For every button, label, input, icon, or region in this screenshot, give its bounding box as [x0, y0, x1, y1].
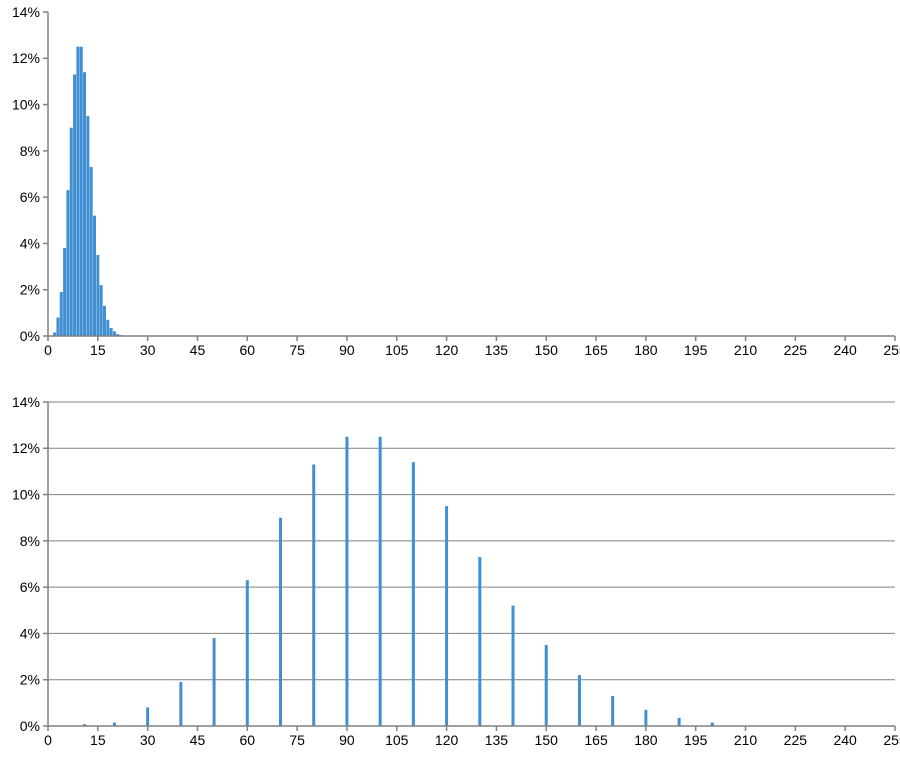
- bar: [86, 116, 89, 336]
- bar: [512, 606, 515, 726]
- bar: [73, 74, 76, 336]
- bar: [146, 707, 149, 726]
- bar: [60, 292, 63, 336]
- x-tick-label: 210: [734, 732, 758, 748]
- bar: [213, 638, 216, 726]
- y-tick-label: 8%: [20, 533, 40, 549]
- x-tick-label: 15: [90, 342, 106, 358]
- y-tick-label: 4%: [20, 625, 40, 641]
- x-tick-label: 240: [833, 732, 857, 748]
- x-tick-label: 30: [140, 342, 156, 358]
- bar: [179, 682, 182, 726]
- bar: [545, 645, 548, 726]
- x-tick-label: 150: [535, 342, 559, 358]
- y-tick-label: 14%: [12, 394, 40, 410]
- top-chart: 0% 2% 4% 6% 8% 10% 12% 14% 0 15 30 45 60 75 90 105 120 13…: [0, 0, 900, 365]
- x-tick-label: 60: [240, 732, 256, 748]
- bar: [445, 506, 448, 726]
- x-tick-label: 0: [44, 732, 52, 748]
- x-tick-label: 105: [385, 342, 409, 358]
- y-tick-label: 10%: [12, 486, 40, 502]
- x-tick-label: 90: [339, 732, 355, 748]
- y-tick-label: 12%: [12, 50, 40, 66]
- x-tick-label: 210: [734, 342, 758, 358]
- x-tick-label: 150: [535, 732, 559, 748]
- y-tick-label: 2%: [20, 282, 40, 298]
- x-tick-label: 255: [883, 732, 900, 748]
- bar: [611, 696, 614, 726]
- x-tick-label: 225: [784, 342, 808, 358]
- bar: [312, 464, 315, 726]
- x-tick-label: 135: [485, 342, 509, 358]
- x-tick-label: 60: [240, 342, 256, 358]
- y-tick-label: 4%: [20, 235, 40, 251]
- y-tick-label: 6%: [20, 579, 40, 595]
- bar: [478, 557, 481, 726]
- x-tick-label: 105: [385, 732, 409, 748]
- x-tick-label: 255: [883, 342, 900, 358]
- bar: [345, 437, 348, 726]
- bar: [66, 190, 69, 336]
- x-tick-label: 30: [140, 732, 156, 748]
- x-tick-label: 120: [435, 732, 459, 748]
- bar: [678, 718, 681, 726]
- y-tick-label: 2%: [20, 672, 40, 688]
- bar: [63, 248, 66, 336]
- bar: [93, 216, 96, 336]
- x-tick-label: 165: [584, 342, 608, 358]
- page: 0% 2% 4% 6% 8% 10% 12% 14% 0 15 30 45 60 75 90 105 120 13…: [0, 0, 900, 765]
- bar: [644, 710, 647, 726]
- x-tick-label: 240: [833, 342, 857, 358]
- x-tick-label: 15: [90, 732, 106, 748]
- x-tick-label: 75: [289, 342, 305, 358]
- y-tick-label: 12%: [12, 440, 40, 456]
- bar: [578, 675, 581, 726]
- x-tick-label: 45: [190, 342, 206, 358]
- bar: [90, 167, 93, 336]
- x-tick-label: 90: [339, 342, 355, 358]
- x-tick-label: 135: [485, 732, 509, 748]
- bar: [106, 320, 109, 336]
- bottom-chart: 0% 2% 4% 6% 8% 10% 12% 14% 0 15 30 45 60 75 90 105 120 13…: [0, 390, 900, 755]
- bar: [80, 47, 83, 336]
- x-tick-label: 225: [784, 732, 808, 748]
- bar: [83, 72, 86, 336]
- x-tick-label: 180: [634, 732, 658, 748]
- x-tick-label: 120: [435, 342, 459, 358]
- bar: [56, 317, 59, 336]
- bar: [103, 306, 106, 336]
- x-tick-label: 195: [684, 732, 708, 748]
- bar: [412, 462, 415, 726]
- x-tick-label: 75: [289, 732, 305, 748]
- bar: [96, 255, 99, 336]
- bar: [100, 285, 103, 336]
- bar: [379, 437, 382, 726]
- y-tick-label: 6%: [20, 189, 40, 205]
- y-tick-label: 8%: [20, 143, 40, 159]
- bar: [279, 518, 282, 726]
- y-tick-label: 0%: [20, 718, 40, 734]
- x-tick-label: 180: [634, 342, 658, 358]
- y-tick-label: 14%: [12, 4, 40, 20]
- bar: [110, 328, 113, 336]
- x-tick-label: 45: [190, 732, 206, 748]
- x-tick-label: 165: [584, 732, 608, 748]
- x-tick-label: 195: [684, 342, 708, 358]
- bar: [70, 128, 73, 336]
- x-tick-label: 0: [44, 342, 52, 358]
- bar: [76, 47, 79, 336]
- y-tick-label: 0%: [20, 328, 40, 344]
- bar: [246, 580, 249, 726]
- y-tick-label: 10%: [12, 96, 40, 112]
